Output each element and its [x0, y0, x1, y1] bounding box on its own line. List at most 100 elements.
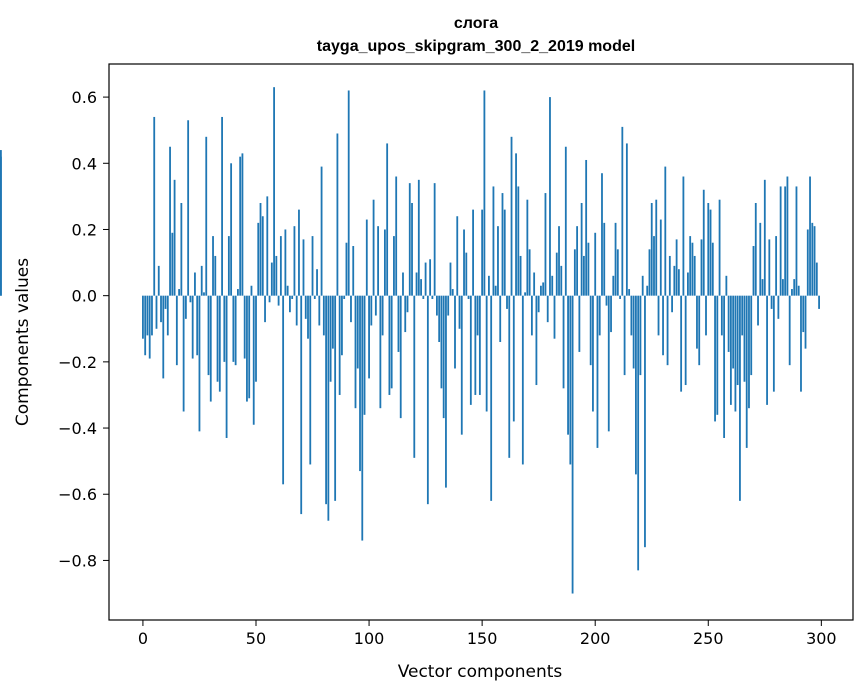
bar	[429, 259, 432, 296]
bar	[745, 295, 748, 448]
bar	[659, 219, 662, 296]
bar	[447, 295, 450, 316]
x-axis-ticks: 0 50 100 150 200 250 300	[138, 620, 837, 648]
bar	[537, 295, 540, 313]
bar	[356, 295, 359, 369]
bar	[768, 239, 771, 296]
bar	[517, 186, 520, 296]
chart-subtitle: tayga_upos_skipgram_300_2_2019 model	[317, 38, 635, 55]
bar	[243, 295, 246, 359]
bar	[605, 295, 608, 306]
bar	[144, 295, 147, 356]
bar	[714, 295, 716, 422]
bar	[173, 179, 176, 296]
bar	[379, 295, 382, 409]
bar	[440, 295, 443, 389]
y-tick-label: 0.2	[72, 220, 97, 239]
bar	[770, 295, 773, 309]
bar	[322, 295, 325, 336]
bar	[592, 295, 594, 412]
bar	[304, 295, 307, 319]
bar	[700, 239, 703, 296]
bar	[569, 295, 572, 465]
bar	[266, 196, 269, 296]
bar	[327, 295, 330, 521]
bar	[582, 255, 585, 296]
bar	[720, 295, 723, 336]
bar	[352, 246, 355, 296]
bar	[336, 133, 339, 296]
y-axis-ticks: −0.8 −0.6 −0.4 −0.2 0.0 0.2 0.4 0.6	[58, 88, 109, 570]
bar	[417, 179, 420, 296]
bar	[648, 249, 651, 296]
bar	[646, 285, 649, 296]
bar	[716, 295, 719, 415]
bar	[797, 285, 800, 296]
bar	[230, 163, 233, 296]
bar	[702, 189, 705, 296]
bar	[456, 216, 459, 296]
bar	[546, 295, 549, 323]
bar	[628, 289, 631, 296]
bar	[562, 295, 565, 389]
x-tick-label: 0	[138, 629, 148, 648]
bar	[431, 295, 434, 299]
y-tick-label: −0.8	[58, 551, 97, 570]
bar	[162, 295, 165, 379]
bar	[413, 295, 416, 458]
bar	[390, 295, 393, 389]
bar	[225, 295, 228, 438]
bar	[277, 295, 280, 306]
bar-series	[0, 87, 820, 594]
bar	[234, 295, 237, 366]
bar	[451, 289, 454, 296]
bar	[460, 295, 463, 435]
bar	[662, 295, 664, 356]
bar	[494, 285, 497, 296]
bar	[598, 295, 601, 336]
plot-frame	[108, 63, 854, 621]
bar	[196, 295, 199, 356]
bar	[761, 279, 764, 296]
bar	[560, 265, 563, 296]
bar	[408, 183, 411, 296]
bar	[465, 252, 468, 296]
bar	[175, 295, 178, 366]
bar	[142, 295, 144, 339]
bar	[221, 116, 223, 296]
bar	[508, 295, 511, 458]
bar	[148, 295, 151, 359]
bar	[677, 269, 680, 296]
bar	[653, 236, 655, 296]
bar	[157, 265, 160, 296]
bar	[298, 209, 300, 296]
bar	[558, 226, 560, 296]
bar	[501, 193, 504, 296]
bar	[194, 272, 196, 296]
bar	[671, 295, 673, 313]
bar	[178, 289, 181, 296]
bar	[286, 285, 289, 296]
bar	[146, 295, 149, 336]
bar	[786, 176, 789, 296]
bar	[503, 209, 506, 296]
bar	[594, 232, 597, 296]
bar	[533, 272, 536, 296]
bar	[467, 295, 470, 299]
bar	[0, 150, 2, 296]
bar	[463, 229, 465, 296]
bar	[300, 295, 303, 515]
bar	[485, 295, 488, 412]
bar	[668, 255, 671, 296]
bar	[564, 146, 567, 296]
bar	[433, 183, 436, 296]
bar	[268, 295, 271, 303]
bar	[729, 295, 732, 405]
bar	[474, 295, 477, 395]
bar	[800, 295, 802, 392]
bar	[255, 295, 257, 382]
bar	[781, 279, 784, 296]
x-axis-label: Vector components	[398, 662, 563, 682]
x-tick-label: 150	[467, 629, 498, 648]
bar	[182, 295, 185, 412]
